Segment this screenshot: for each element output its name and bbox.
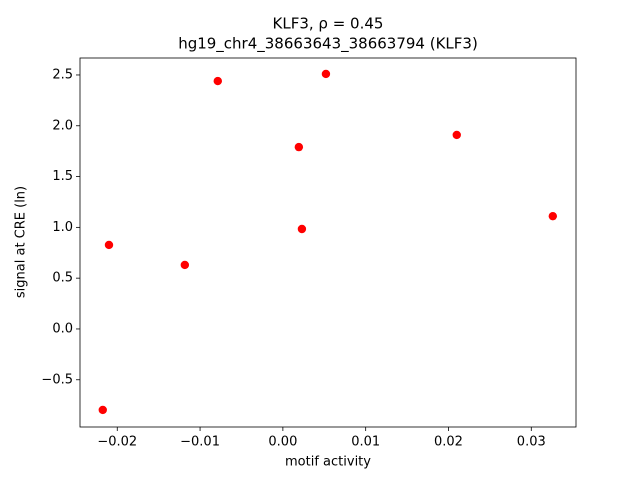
x-tick-label: −0.02 [97,435,137,450]
y-tick-label: 0.0 [52,321,73,336]
y-tick-label: 1.5 [52,169,73,184]
x-tick-label: −0.01 [180,435,220,450]
plot-frame [79,57,577,428]
point [548,211,558,221]
point [213,76,222,86]
x-tick-label: 0.03 [517,435,546,450]
y-tick-label: 1.0 [52,220,73,235]
y-tick-label: −0.5 [41,372,73,387]
point [104,240,114,250]
chart-title: KLF3, ρ = 0.45 [273,15,384,33]
x-axis-label: motif activity [285,455,371,470]
y-tick-label: 0.5 [52,271,73,286]
chart-subtitle: hg19_chr4_38663643_38663794 (KLF3) [178,35,478,54]
y-tick-label: 2.5 [52,67,73,82]
x-tick-label: 0.02 [434,435,463,450]
point [321,69,331,79]
x-tick-label: 0.00 [268,435,297,450]
x-tick-label: 0.01 [351,435,380,450]
y-axis-label: signal at CRE (ln) [14,186,29,298]
point [98,405,107,415]
point [452,130,461,140]
point [297,224,307,234]
point [180,260,190,270]
point [294,142,304,152]
y-tick-label: 2.0 [52,118,73,133]
